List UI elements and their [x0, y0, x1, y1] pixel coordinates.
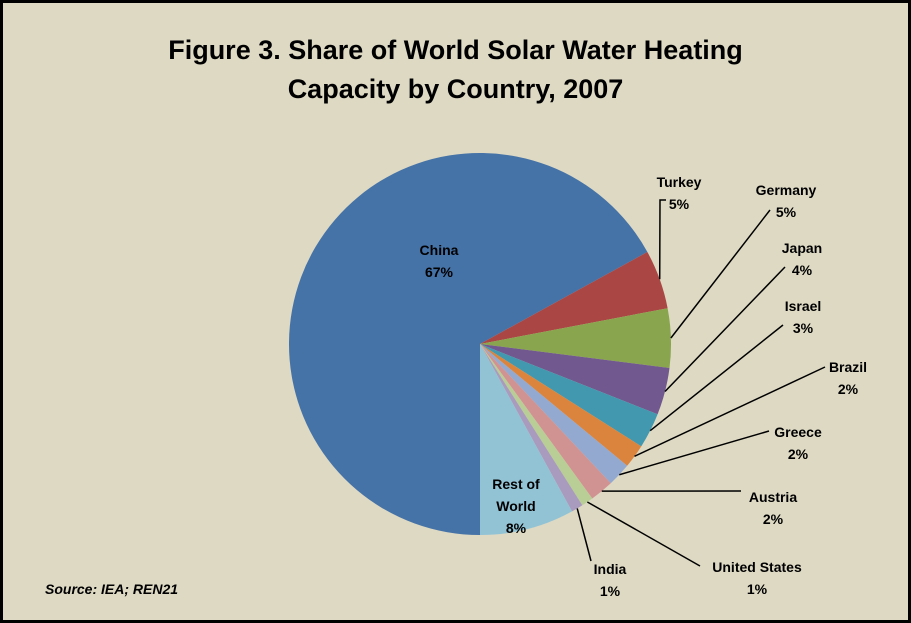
data-label-name-greece: Greece	[774, 424, 822, 440]
pie-slice-austria	[480, 344, 611, 499]
data-label-value-rest-of-world: 8%	[506, 520, 527, 536]
pie-slice-japan	[480, 344, 670, 415]
leader-line-turkey	[658, 199, 666, 280]
data-label-value-greece: 2%	[788, 446, 809, 462]
data-label-name-rest-of-world: World	[496, 498, 535, 514]
data-label-name-israel: Israel	[785, 298, 822, 314]
source-note: Source: IEA; REN21	[45, 581, 179, 597]
pie-chart: China 67% Turkey 5% Germany 5% Japan 4% Israel 3%…	[289, 153, 868, 599]
pie-slice-united-states	[480, 344, 593, 506]
data-label-name-turkey: Turkey	[657, 174, 702, 190]
data-label-value-japan: 4%	[792, 262, 813, 278]
leader-line-brazil	[634, 366, 826, 457]
pie-slice-turkey	[480, 251, 668, 344]
data-label-value-germany: 5%	[776, 204, 797, 220]
data-label-name-rest-of-world: Rest of	[492, 476, 540, 492]
pie-slice-greece	[480, 344, 628, 484]
leader-line-israel	[649, 324, 784, 432]
data-label-name-japan: Japan	[782, 240, 822, 256]
chart-title-line-2: Capacity by Country, 2007	[287, 74, 624, 104]
pie-slices	[289, 153, 671, 535]
data-label-value-israel: 3%	[793, 320, 814, 336]
chart-title: Figure 3. Share of World Solar Water Hea…	[3, 31, 908, 109]
data-label-value-united-states: 1%	[747, 581, 768, 597]
data-label-value-india: 1%	[600, 583, 621, 599]
leader-line-greece	[619, 430, 770, 476]
pie-slice-rest-of-world	[480, 344, 573, 535]
pie-slice-israel	[480, 344, 658, 447]
pie-slice-india	[480, 344, 583, 512]
data-label-value-austria: 2%	[763, 511, 784, 527]
data-label-name-india: India	[594, 561, 627, 577]
leader-line-india	[576, 508, 592, 562]
data-labels: China 67% Turkey 5% Germany 5% Japan 4% Israel 3%…	[420, 174, 868, 599]
data-label-name-brazil: Brazil	[829, 359, 867, 375]
leader-lines	[576, 199, 826, 567]
data-label-name-austria: Austria	[749, 489, 797, 505]
leader-line-united-states	[586, 501, 701, 567]
leader-line-japan	[664, 266, 786, 393]
data-label-value-brazil: 2%	[838, 381, 859, 397]
pie-slice-brazil	[480, 344, 642, 466]
data-label-name-germany: Germany	[756, 182, 817, 198]
data-label-value-china: 67%	[425, 264, 454, 280]
pie-slice-germany	[480, 308, 671, 368]
data-label-name-united-states: United States	[712, 559, 802, 575]
data-label-name-china: China	[420, 242, 459, 258]
leader-line-germany	[670, 209, 771, 339]
chart-title-line-1: Figure 3. Share of World Solar Water Hea…	[168, 35, 743, 65]
pie-slice-china	[289, 153, 648, 535]
data-label-value-turkey: 5%	[669, 196, 690, 212]
